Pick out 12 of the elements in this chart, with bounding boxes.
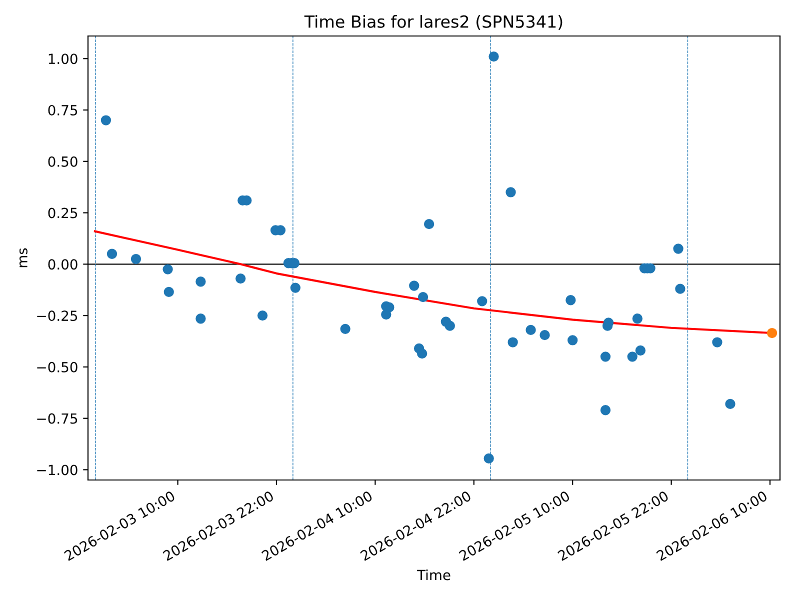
y-tick-label: −0.25 [37,310,78,322]
y-axis-title: ms [19,248,28,268]
y-tick-label: 0.75 [48,104,78,116]
y-tick-label: 1.00 [48,54,78,64]
y-tick-label: −0.50 [37,362,78,372]
x-axis-title: Time [416,569,450,580]
y-tick-label: 0.00 [48,259,78,270]
y-tick-label: −1.00 [37,464,78,476]
y-tick-label: 0.25 [48,208,78,218]
y-tick-label: 0.50 [48,156,78,167]
y-tick-label: −0.75 [37,413,78,424]
chart-title: Time Bias for lares2 (SPN5341) [304,15,562,30]
